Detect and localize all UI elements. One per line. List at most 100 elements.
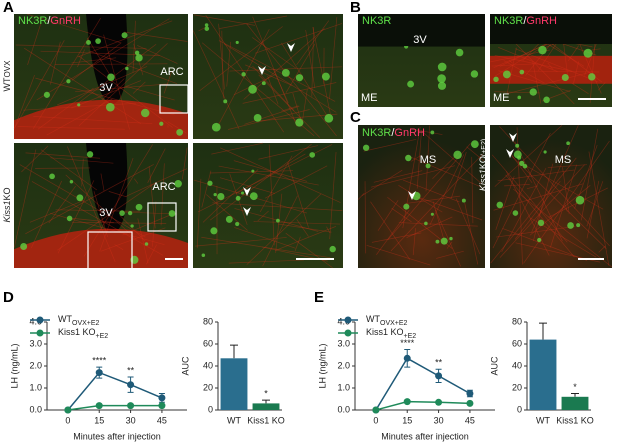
red-fiber — [402, 179, 460, 203]
green-cell — [86, 40, 91, 45]
red-fiber — [215, 29, 270, 130]
text-part: MS — [555, 154, 572, 166]
red-fiber — [518, 161, 604, 210]
x-tick-label: 30 — [434, 415, 444, 425]
red-fiber — [273, 69, 289, 104]
x-tick-label: Kiss1 KO — [556, 415, 594, 425]
row-label: WTOVX — [2, 60, 12, 92]
green-cell — [249, 192, 258, 201]
green-cell — [235, 40, 239, 44]
red-fiber — [253, 221, 341, 225]
red-fiber — [78, 43, 157, 103]
significance: ** — [127, 365, 135, 375]
x-tick-label: 0 — [373, 415, 378, 425]
red-fiber — [13, 40, 65, 130]
red-fiber — [35, 77, 175, 116]
red-fiber — [436, 250, 464, 259]
y-tick-label: 0.0 — [29, 404, 42, 414]
green-cell — [125, 66, 129, 71]
green-cell — [86, 151, 94, 158]
red-fiber — [275, 226, 337, 251]
y-tick-label: 80 — [512, 316, 522, 326]
row-label: WTOVX+E2 — [346, 189, 356, 231]
ventricle-label: 3V — [99, 207, 113, 219]
green-cell — [240, 191, 245, 195]
red-fiber — [234, 227, 296, 249]
red-fiber — [516, 127, 523, 265]
red-fiber — [506, 71, 593, 95]
red-fiber — [65, 174, 137, 240]
region-label: ME — [361, 92, 378, 104]
red-fiber — [464, 202, 479, 265]
green-cell — [201, 253, 206, 258]
x-axis-label: Minutes after injection — [381, 431, 469, 441]
red-fiber — [363, 138, 417, 152]
x-tick-label: WT — [536, 415, 550, 425]
red-fiber — [148, 166, 156, 229]
stain-label: NK3R — [362, 15, 391, 27]
text-part: NK3R — [494, 15, 523, 27]
red-fiber — [19, 164, 146, 238]
red-fiber — [137, 218, 149, 264]
red-fiber — [294, 236, 301, 251]
ventricle-label: 3V — [413, 34, 427, 46]
red-fiber — [233, 73, 277, 96]
red-fiber — [361, 169, 403, 196]
micrograph: MS — [490, 125, 613, 268]
green-cell — [105, 102, 115, 112]
ventricle — [86, 14, 128, 104]
arrowhead — [509, 133, 517, 142]
red-fiber — [17, 126, 125, 130]
text-part: GnRH — [50, 15, 81, 27]
ventricle — [358, 14, 485, 46]
red-fiber — [515, 48, 598, 83]
y-tick-label: 80 — [203, 316, 213, 326]
red-fiber — [196, 178, 202, 249]
green-cell — [512, 210, 519, 216]
text-part: / — [391, 127, 395, 139]
red-fiber — [450, 152, 467, 199]
red-fiber — [14, 75, 35, 129]
red-fiber — [406, 155, 482, 188]
green-cell — [502, 70, 511, 79]
green-cell — [522, 163, 528, 169]
green-cell — [159, 121, 164, 126]
red-fiber — [305, 29, 316, 89]
green-cell — [324, 113, 334, 123]
text-part: KO — [2, 187, 12, 200]
red-fiber — [199, 26, 283, 91]
red-fiber — [513, 188, 613, 268]
red-fiber — [496, 226, 576, 238]
red-fiber — [55, 209, 140, 212]
data-point — [403, 354, 411, 362]
green-cell — [567, 222, 574, 229]
red-fiber — [510, 153, 533, 184]
red-fiber — [246, 23, 337, 137]
red-fiber — [119, 215, 146, 242]
text-part: MS — [420, 154, 437, 166]
y-tick-label: 20 — [512, 382, 522, 392]
green-cell — [576, 223, 581, 228]
red-fiber — [181, 147, 188, 180]
red-fiber — [588, 151, 610, 266]
red-fiber — [13, 149, 37, 248]
green-cell — [430, 212, 434, 216]
x-tick-label: 15 — [94, 415, 104, 425]
red-fiber — [125, 85, 175, 101]
red-fiber — [567, 45, 579, 62]
red-fiber — [99, 157, 134, 252]
y-tick-label: 3.0 — [29, 338, 42, 348]
row-label: Kiss1KO — [2, 187, 12, 222]
red-fiber — [100, 227, 166, 252]
stain-label: NK3R/GnRH — [494, 15, 557, 27]
green-cell — [248, 84, 257, 94]
micrograph: 3V ARC — [13, 143, 188, 268]
panel-label: D — [3, 289, 14, 306]
red-fiber — [223, 43, 337, 113]
red-fiber — [514, 180, 561, 240]
green-cell — [107, 73, 115, 82]
green-cell — [543, 150, 547, 154]
green-cell — [517, 95, 522, 100]
series-line — [375, 400, 470, 411]
red-fiber — [195, 237, 287, 247]
